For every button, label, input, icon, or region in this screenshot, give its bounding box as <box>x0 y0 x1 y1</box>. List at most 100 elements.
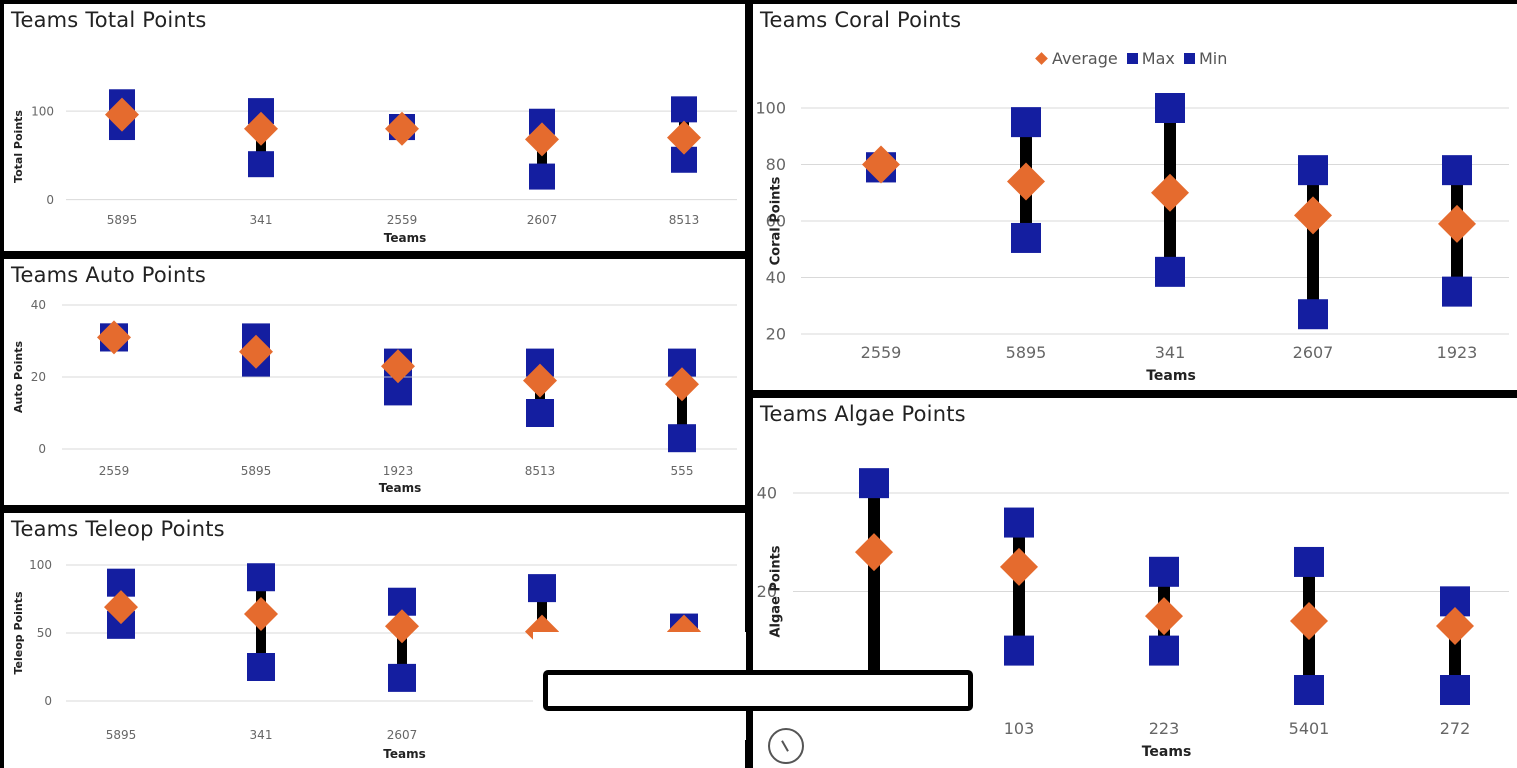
min-marker <box>1442 276 1472 307</box>
average-marker <box>105 97 139 132</box>
x-tick-label: 8513 <box>525 464 556 478</box>
x-tick-label: 2559 <box>387 213 418 227</box>
y-tick-label: 40 <box>766 268 786 287</box>
y-tick-label: 80 <box>766 155 786 174</box>
max-marker <box>1011 107 1041 138</box>
legend-max: Max <box>1141 49 1175 68</box>
chart-title: Teams Algae Points <box>760 402 966 426</box>
chart-panel-auto: Teams Auto Points 0 20 40 Auto Points Teams 2… <box>4 259 745 505</box>
y-tick-label: 0 <box>44 694 52 708</box>
x-axis-label: Teams <box>1142 744 1192 760</box>
x-tick-label: 341 <box>250 213 273 227</box>
x-tick-label: 2607 <box>387 728 418 742</box>
x-tick-label: 341 <box>1155 343 1186 362</box>
chart-title: Teams Total Points <box>11 8 207 32</box>
min-marker <box>1011 222 1041 253</box>
min-marker <box>1298 299 1328 330</box>
x-tick-label: 103 <box>1004 719 1035 738</box>
x-tick-label: 5895 <box>107 213 138 227</box>
y-axis-label: Total Points <box>12 110 25 183</box>
min-marker <box>1155 256 1185 287</box>
max-legend-marker <box>1126 53 1138 64</box>
average-marker <box>523 363 557 398</box>
x-tick-label: 223 <box>1149 719 1180 738</box>
average-marker <box>1007 162 1045 201</box>
average-marker <box>1000 547 1038 586</box>
x-tick-label: 5895 <box>241 464 272 478</box>
average-marker <box>862 145 900 184</box>
x-tick-label: 2607 <box>1293 343 1334 362</box>
min-marker <box>388 663 416 692</box>
x-tick-label: 341 <box>250 728 273 742</box>
x-tick-label: 1923 <box>383 464 414 478</box>
legend-min: Min <box>1198 49 1228 68</box>
max-marker <box>1004 507 1034 538</box>
y-tick-label: 20 <box>766 325 786 344</box>
min-marker <box>668 424 696 453</box>
algae-points-chart: 20 40 Algae Points Teams 103 223 5401 272 <box>757 468 1509 760</box>
min-marker <box>248 151 274 178</box>
min-marker <box>1149 635 1179 666</box>
min-marker <box>1440 675 1470 705</box>
x-tick-label: 2559 <box>99 464 130 478</box>
y-tick-label: 0 <box>38 442 46 456</box>
total-points-chart: 0 100 Total Points Teams 5895 341 2559 2607 8513 <box>12 89 737 245</box>
average-marker <box>244 596 278 631</box>
x-tick-label: 555 <box>671 464 694 478</box>
average-marker <box>1294 196 1332 235</box>
average-marker <box>855 533 893 572</box>
min-marker <box>1294 675 1324 705</box>
y-axis-label: Algae Points <box>769 545 784 637</box>
legend-average: Average <box>1052 49 1118 68</box>
average-marker <box>1438 204 1476 243</box>
average-marker <box>385 111 419 146</box>
average-marker <box>244 111 278 146</box>
chart-title: Teams Auto Points <box>11 263 207 287</box>
coral-points-chart: 20 40 60 80 100 Coral Points Teams 2559 5895 341 2… <box>755 93 1509 384</box>
y-tick-label: 100 <box>29 558 52 572</box>
x-axis-label: Teams <box>1146 368 1196 384</box>
chart-panel-total: Teams Total Points 0 100 Total Points Teams… <box>4 4 745 251</box>
average-marker <box>1151 173 1189 212</box>
y-tick-label: 50 <box>37 626 52 640</box>
max-marker <box>859 468 889 499</box>
average-marker <box>525 614 559 649</box>
y-tick-label: 60 <box>766 212 786 231</box>
x-axis-label: Teams <box>384 231 426 245</box>
x-tick-label: 2559 <box>861 343 902 362</box>
y-tick-label: 100 <box>755 99 786 118</box>
min-marker <box>529 163 555 190</box>
average-marker <box>97 320 131 355</box>
average-marker <box>104 590 138 625</box>
y-tick-label: 0 <box>46 193 54 207</box>
chart-legend: Average Max Min <box>1033 48 1227 68</box>
y-tick-label: 100 <box>31 104 54 118</box>
x-axis-label: Teams <box>379 481 421 495</box>
x-tick-label: 5895 <box>1006 343 1047 362</box>
max-marker <box>1155 93 1185 123</box>
chart-title: Teams Teleop Points <box>11 517 225 541</box>
x-tick-label: 272 <box>1440 719 1471 738</box>
x-tick-label: 2607 <box>527 213 558 227</box>
chart-panel-coral: Teams Coral Points Average Max Min 20 40 6… <box>753 4 1517 390</box>
min-legend-marker <box>1183 53 1195 64</box>
max-marker <box>528 574 556 603</box>
min-marker <box>247 653 275 681</box>
average-marker <box>239 334 273 369</box>
min-marker <box>1004 635 1034 666</box>
average-marker <box>667 614 701 649</box>
y-tick-label: 20 <box>31 370 46 384</box>
loading-spinner-icon <box>768 728 804 764</box>
max-marker <box>671 96 697 123</box>
average-marker <box>525 122 559 157</box>
y-tick-label: 40 <box>757 484 777 503</box>
average-marker <box>1436 606 1474 645</box>
max-marker <box>1442 155 1472 186</box>
x-tick-label: 5401 <box>1289 719 1330 738</box>
average-marker <box>1290 602 1328 641</box>
y-tick-label: 40 <box>31 298 46 312</box>
average-marker <box>1145 597 1183 636</box>
x-tick-label: 8513 <box>669 213 700 227</box>
x-tick-label: 5895 <box>106 728 137 742</box>
x-tick-label: 1923 <box>1437 343 1478 362</box>
